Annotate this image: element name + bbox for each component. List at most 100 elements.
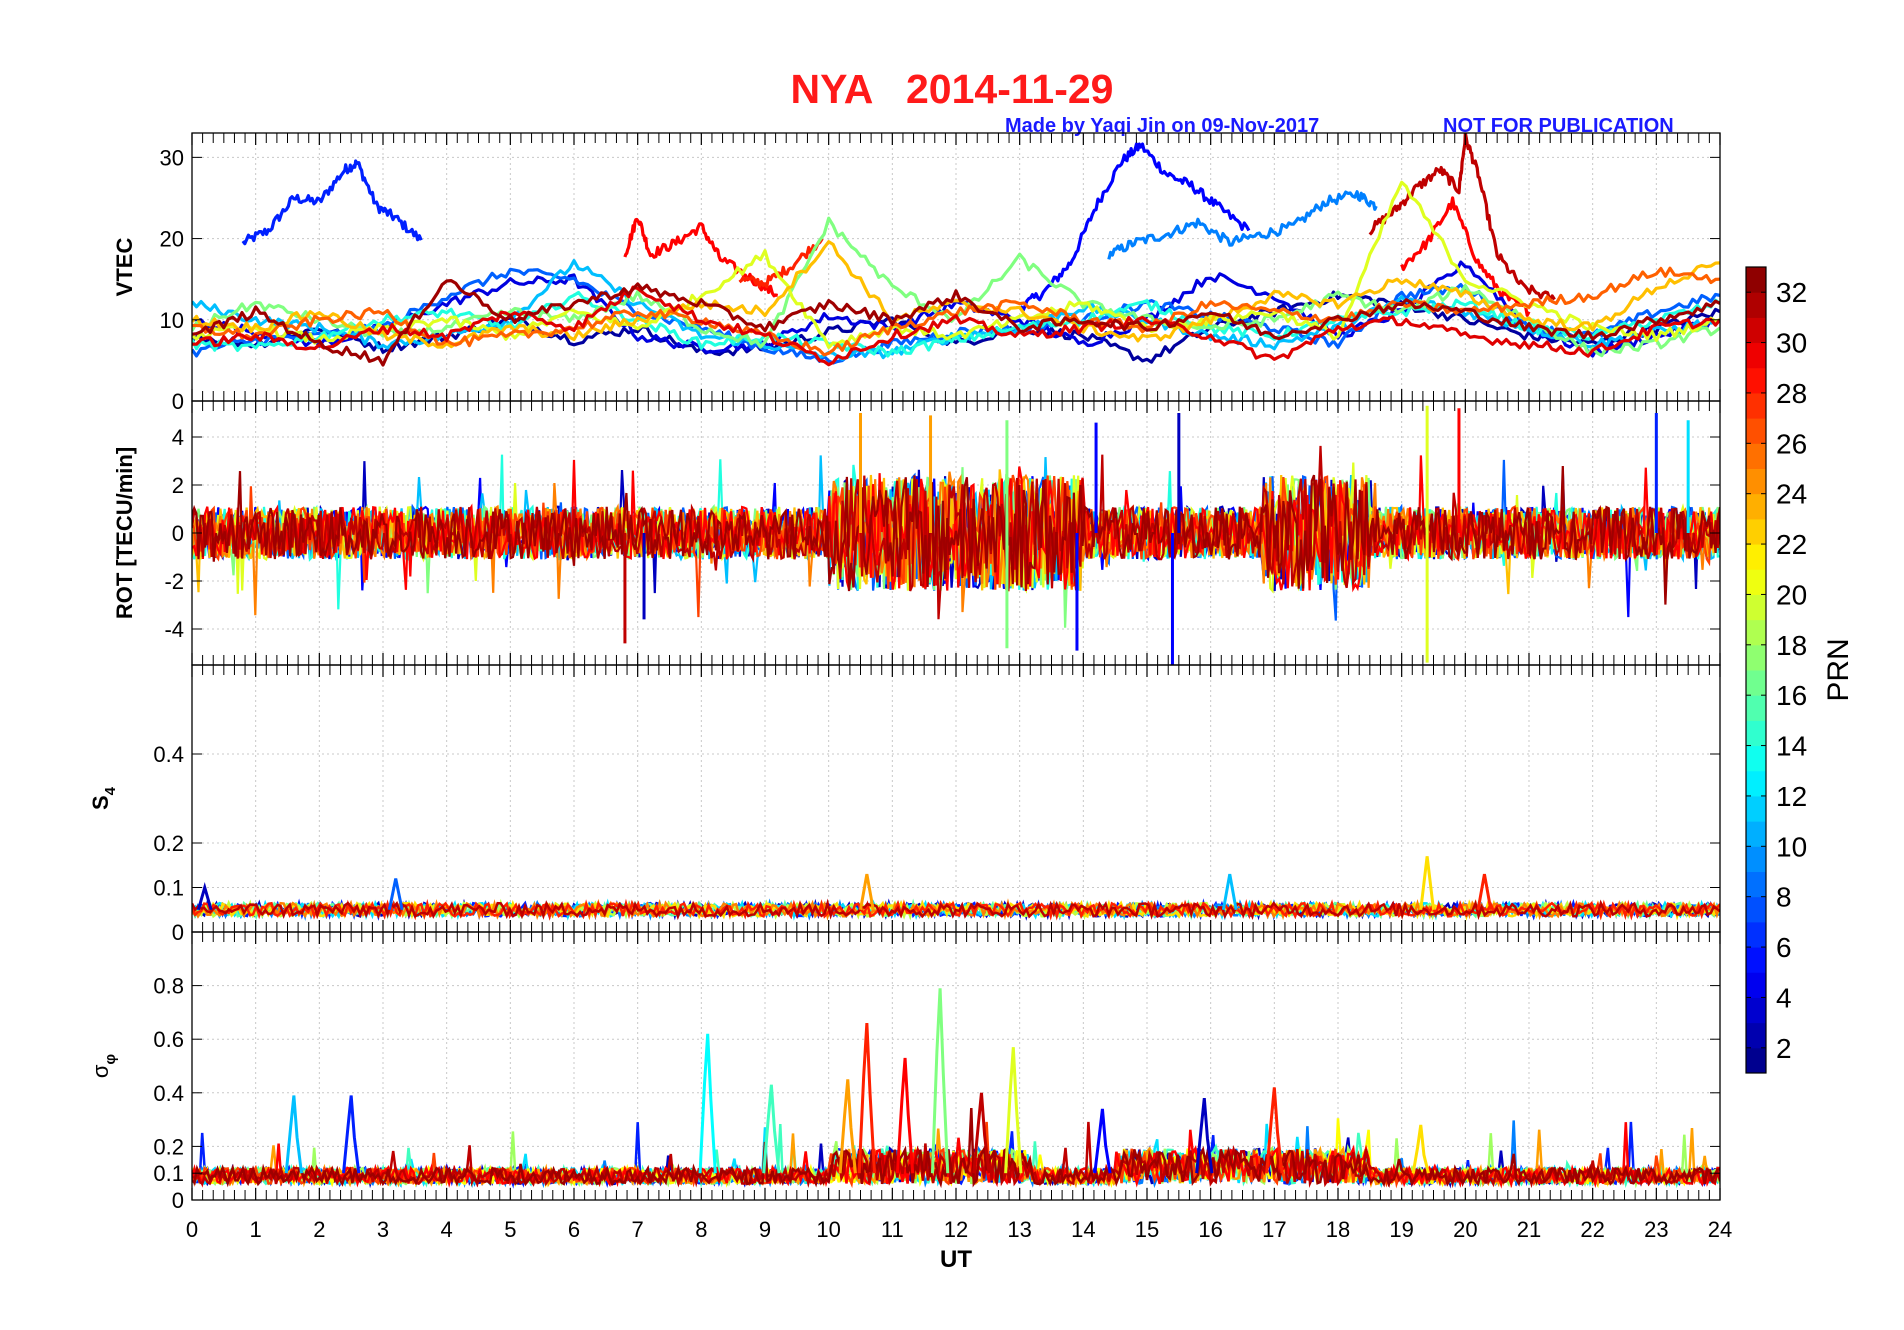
colorbar-tick-label: 4: [1776, 982, 1792, 1013]
s4-peak: [1419, 856, 1435, 910]
sigma-peak: [895, 1057, 915, 1174]
colorbar-segment: [1746, 569, 1766, 595]
colorbar-segment: [1746, 972, 1766, 998]
x-tick-label: 10: [816, 1217, 840, 1242]
sigma-peak: [284, 1095, 303, 1174]
y-tick-label: 0.1: [153, 876, 184, 901]
x-tick-label: 13: [1007, 1217, 1031, 1242]
colorbar-segment: [1746, 720, 1766, 747]
y-tick-label: 0.8: [153, 974, 184, 999]
data-layer: [192, 405, 1720, 665]
colorbar-tick-label: 26: [1776, 428, 1807, 459]
colorbar-segment: [1746, 367, 1766, 394]
x-tick-label: 9: [759, 1217, 771, 1242]
colorbar-segment: [1746, 997, 1766, 1024]
colorbar-tick-label: 24: [1776, 479, 1807, 510]
colorbar-tick-label: 28: [1776, 378, 1807, 409]
colorbar-segment: [1746, 1047, 1766, 1074]
rot-series-line: [192, 445, 1720, 620]
rot-axis-label: ROT [TECU/min]: [112, 447, 137, 619]
colorbar-segment: [1746, 846, 1766, 872]
x-tick-label: 7: [632, 1217, 644, 1242]
colorbar-tick-label: 22: [1776, 529, 1807, 560]
data-layer: [192, 856, 1720, 922]
s4-peak: [859, 873, 875, 911]
y-tick-label: 2: [172, 473, 184, 498]
colorbar-segment: [1746, 821, 1766, 847]
y-tick-label: 0.1: [153, 1161, 184, 1186]
x-tick-label: 6: [568, 1217, 580, 1242]
panel-vtec: 0 10 20 30: [160, 132, 1721, 414]
y-tick-label: 4: [172, 425, 184, 450]
vtec-series-line: [1368, 133, 1556, 302]
colorbar-segment: [1746, 644, 1766, 671]
station-name: NYA: [790, 66, 872, 112]
x-tick-label: 11: [881, 1217, 904, 1242]
y-tick-label: 0.4: [153, 1081, 184, 1106]
x-tick-label: 17: [1262, 1217, 1286, 1242]
credit-note: Made by Yaqi Jin on 09-Nov-2017: [1005, 115, 1320, 137]
x-tick-label: 23: [1644, 1217, 1668, 1242]
colorbar-segment: [1746, 443, 1766, 469]
x-tick-label: 2: [313, 1217, 325, 1242]
vtec-axis-label: VTEC: [112, 238, 137, 297]
x-tick-label: 24: [1708, 1217, 1732, 1242]
y-tick-label: 30: [160, 145, 184, 170]
publication-notice: NOT FOR PUBLICATION: [1443, 115, 1674, 137]
data-layer: [192, 133, 1720, 367]
colorbar-tick-label: 32: [1776, 277, 1807, 308]
x-tick-label: 12: [944, 1217, 968, 1242]
panel-rot: -4 -2 0 2 4: [164, 400, 1721, 666]
sigma-series-line: [192, 1108, 1720, 1189]
sigma-peak: [1411, 1124, 1430, 1174]
x-tick-label: 20: [1453, 1217, 1477, 1242]
panel-sigma_phi: 00.10.2 0.4 0.6 0.8: [153, 931, 1721, 1213]
colorbar-segment: [1746, 342, 1766, 369]
y-tick-label: 0.6: [153, 1027, 184, 1052]
colorbar-segment: [1746, 418, 1766, 444]
colorbar-segment: [1746, 871, 1766, 898]
sigma-peak: [1265, 1087, 1284, 1174]
sigma-phi-axis-label: σφ: [88, 1054, 119, 1079]
colorbar-segment: [1746, 947, 1766, 973]
vtec-series-line: [192, 240, 1720, 349]
colorbar-tick-label: 12: [1776, 781, 1807, 812]
colorbar-segment: [1746, 695, 1766, 721]
colorbar-tick-label: 6: [1776, 932, 1792, 963]
colorbar-segment: [1746, 1022, 1766, 1049]
vtec-series-line: [192, 285, 1720, 367]
chart-title: NYA 2014-11-29: [0, 66, 1904, 113]
y-tick-label: 0.2: [153, 1134, 184, 1159]
x-tick-label: 18: [1326, 1217, 1350, 1242]
sigma-peak: [698, 1033, 717, 1174]
y-tick-label: 10: [160, 308, 184, 333]
sigma-peak: [972, 1092, 991, 1174]
sigma-peak: [930, 988, 950, 1174]
colorbar-tick-label: 30: [1776, 328, 1807, 359]
colorbar-label: PRN: [1822, 638, 1855, 701]
colorbar-segment: [1746, 745, 1766, 772]
x-tick-label: 0: [186, 1217, 198, 1242]
colorbar-tick-label: 20: [1776, 579, 1807, 610]
vtec-series-line: [192, 180, 1720, 349]
y-tick-label: 0: [172, 521, 184, 546]
colorbar-tick-label: 18: [1776, 630, 1807, 661]
y-tick-label: -2: [164, 569, 184, 594]
colorbar-segment: [1746, 896, 1766, 923]
y-tick-label: 0: [172, 389, 184, 414]
colorbar-tick-label: 2: [1776, 1033, 1792, 1064]
colorbar-segment: [1746, 292, 1766, 318]
s4-peak: [387, 878, 404, 911]
colorbar-segment: [1746, 770, 1766, 797]
x-axis-label: UT: [940, 1246, 972, 1273]
s4-peak: [1221, 873, 1238, 911]
x-tick-label: 8: [695, 1217, 707, 1242]
x-tick-label: 14: [1071, 1217, 1095, 1242]
date-label: 2014-11-29: [906, 66, 1114, 112]
colorbar-segment: [1746, 493, 1766, 520]
panel-s4: 0 0.1 0.2 0.4: [153, 664, 1721, 945]
vtec-series-line: [192, 279, 1720, 367]
y-tick-label: 20: [160, 227, 184, 252]
y-tick-label: -4: [164, 617, 184, 642]
